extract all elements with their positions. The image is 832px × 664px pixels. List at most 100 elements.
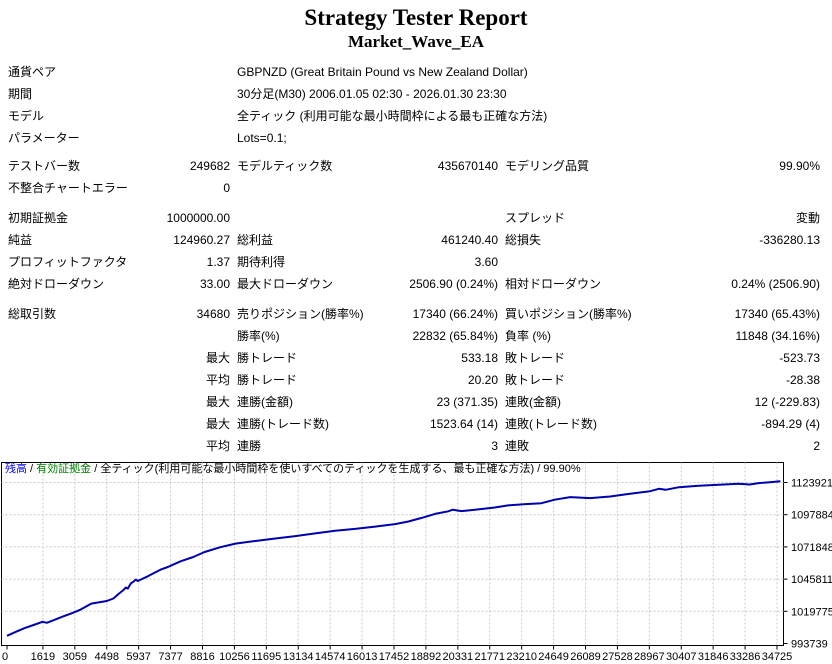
x-axis-label: 17452 — [379, 651, 410, 663]
stat-label-3: 連敗(トレード数) — [505, 417, 597, 431]
equity-chart-canvas: 0 1619 3059 4498 5937 7377 8816 10256 11695 13134… — [1, 462, 832, 663]
stat-label-3: 買いポジション(勝率%) — [505, 307, 632, 321]
stat-value-2: 23 (371.35) — [436, 395, 498, 409]
stat-row: 初期証拠金 1000000.00 スプレッド 変動 — [0, 208, 832, 230]
info-row: モデル 全ティック (利用可能な最小時間枠による最も正確な方法) — [0, 106, 832, 128]
stat-label-2: 連勝 — [237, 439, 262, 453]
stat-value-3: -894.29 (4) — [761, 417, 820, 431]
x-axis-label: 11695 — [251, 651, 281, 663]
stat-value-3: 変動 — [795, 211, 820, 225]
x-axis-label: 28967 — [634, 651, 665, 663]
stat-label-3: 総損失 — [505, 233, 542, 247]
stat-value-1: 34680 — [196, 307, 230, 321]
stat-value-2: 3.60 — [474, 255, 498, 269]
stat-row: 平均 勝トレード 20.20 敗トレード -28.38 — [0, 370, 832, 392]
stat-row: 純益 124960.27 総利益 461240.40 総損失 -336280.13 — [0, 230, 832, 252]
stat-value-1: 33.00 — [199, 277, 230, 291]
info-label: モデル — [8, 109, 45, 123]
x-axis-label: 26089 — [570, 651, 601, 663]
stat-value-3: 2 — [813, 439, 820, 453]
x-axis-label: 4498 — [94, 651, 118, 663]
x-axis-label: 16013 — [347, 651, 378, 663]
stat-label-3: 敗トレード — [505, 373, 566, 387]
info-row: パラメーター Lots=0.1; — [0, 128, 832, 150]
stat-value-2: 2506.90 (0.24%) — [409, 277, 498, 291]
stat-label-1: 絶対ドローダウン — [8, 277, 105, 291]
x-axis-label: 34725 — [762, 651, 793, 663]
legend-model-text: / 全ティック(利用可能な最小時間枠を使いすべてのティックを生成する、最も正確な… — [91, 463, 581, 475]
balance-curve — [6, 480, 781, 637]
stat-row: プロフィットファクタ 1.37 期待利得 3.60 — [0, 252, 832, 274]
equity-legend-label: 有効証拠金 — [36, 463, 92, 475]
stat-label-1: テストバー数 — [8, 159, 81, 173]
stat-value-3: 17340 (65.43%) — [734, 307, 820, 321]
stat-value-3: 12 (-229.83) — [754, 395, 820, 409]
stat-label-3: モデリング品質 — [505, 159, 590, 173]
info-value: 全ティック (利用可能な最小時間枠による最も正確な方法) — [237, 109, 548, 123]
legend-separator: / — [27, 463, 37, 475]
y-axis-label: 993739 — [791, 639, 828, 651]
equity-chart: 0 1619 3059 4498 5937 7377 8816 10256 11695 13134… — [0, 460, 832, 664]
stat-label-2: 総利益 — [237, 233, 274, 247]
stat-label-3: 敗トレード — [505, 351, 566, 365]
stat-label-2: 勝トレード — [237, 373, 298, 387]
stat-value-3: -28.38 — [785, 373, 820, 387]
stat-value-2: 435670140 — [437, 159, 498, 173]
chart-plot-border — [1, 462, 784, 646]
stat-row: 絶対ドローダウン 33.00 最大ドローダウン 2506.90 (0.24%) 相対ドロ… — [0, 274, 832, 296]
stat-value-1: 最大 — [205, 351, 230, 365]
page-title: Strategy Tester Report — [304, 5, 528, 30]
stat-value-2: 461240.40 — [441, 233, 498, 247]
y-axis-label: 1097884 — [791, 510, 832, 522]
stat-label-1: 不整合チャートエラー — [8, 181, 128, 195]
y-axis-label: 1045811 — [791, 574, 832, 586]
stat-label-3: 負率 (%) — [505, 329, 551, 343]
stat-row: テストバー数 249682 モデルティック数 435670140 モデリング品質 99.9… — [0, 156, 832, 178]
x-axis-label: 18892 — [411, 651, 442, 663]
stat-label-1: 純益 — [8, 233, 33, 247]
stat-value-3: 99.90% — [779, 159, 820, 173]
stat-value-1: 0 — [223, 181, 230, 195]
x-axis-label: 23210 — [506, 651, 537, 663]
info-label: パラメーター — [8, 131, 80, 145]
stat-value-3: 11848 (34.16%) — [735, 329, 820, 343]
x-axis-label: 5937 — [126, 651, 150, 663]
stat-value-1: 124960.27 — [173, 233, 230, 247]
ea-name: Market_Wave_EA — [348, 32, 484, 51]
stat-row: 平均 連勝 3 連敗 2 — [0, 436, 832, 458]
info-row: 期間 30分足(M30) 2006.01.05 02:30 - 2026.01.3… — [0, 84, 832, 106]
stat-label-2: 最大ドローダウン — [237, 277, 334, 291]
y-axis-label: 1123921 — [791, 478, 832, 490]
x-axis-label: 27528 — [602, 651, 633, 663]
stat-label-2: モデルティック数 — [237, 159, 333, 173]
stat-value-3: -336280.13 — [759, 233, 820, 247]
x-axis-label: 8816 — [190, 651, 214, 663]
stat-row: 最大 連勝(金額) 23 (371.35) 連敗(金額) 12 (-229.83) — [0, 392, 832, 414]
x-axis-label: 10256 — [219, 651, 250, 663]
stat-value-3: -523.73 — [779, 351, 820, 365]
y-axis-label: 1071848 — [791, 542, 832, 554]
stat-value-1: 1.37 — [206, 255, 230, 269]
stat-value-3: 0.24% (2506.90) — [731, 277, 820, 291]
x-axis-label: 13134 — [283, 651, 314, 663]
stat-label-2: 連勝(トレード数) — [237, 417, 329, 431]
stat-value-1: 249682 — [189, 159, 230, 173]
report-header: Strategy Tester Report Market_Wave_EA — [0, 0, 832, 52]
stat-label-1: 初期証拠金 — [8, 211, 69, 225]
x-axis-label: 1619 — [31, 651, 55, 663]
stat-label-2: 期待利得 — [237, 255, 286, 269]
stat-row: 不整合チャートエラー 0 — [0, 178, 832, 200]
info-label: 通貨ペア — [8, 65, 57, 79]
stat-label-3: 連敗 — [505, 439, 530, 453]
stat-label-2: 連勝(金額) — [237, 395, 293, 409]
stat-value-1: 最大 — [205, 395, 230, 409]
stat-value-2: 3 — [491, 439, 498, 453]
stat-value-2: 533.18 — [461, 351, 498, 365]
info-value: 30分足(M30) 2006.01.05 02:30 - 2026.01.30 … — [237, 87, 507, 101]
stat-value-1: 1000000.00 — [166, 211, 230, 225]
stat-value-2: 17340 (66.24%) — [412, 307, 498, 321]
stat-label-3: スプレッド — [505, 211, 566, 225]
stat-row: 総取引数 34680 売りポジション(勝率%) 17340 (66.24%) 買いポジシ… — [0, 304, 832, 326]
stat-label-2: 売りポジション(勝率%) — [237, 307, 364, 321]
stat-label-3: 相対ドローダウン — [505, 277, 602, 291]
